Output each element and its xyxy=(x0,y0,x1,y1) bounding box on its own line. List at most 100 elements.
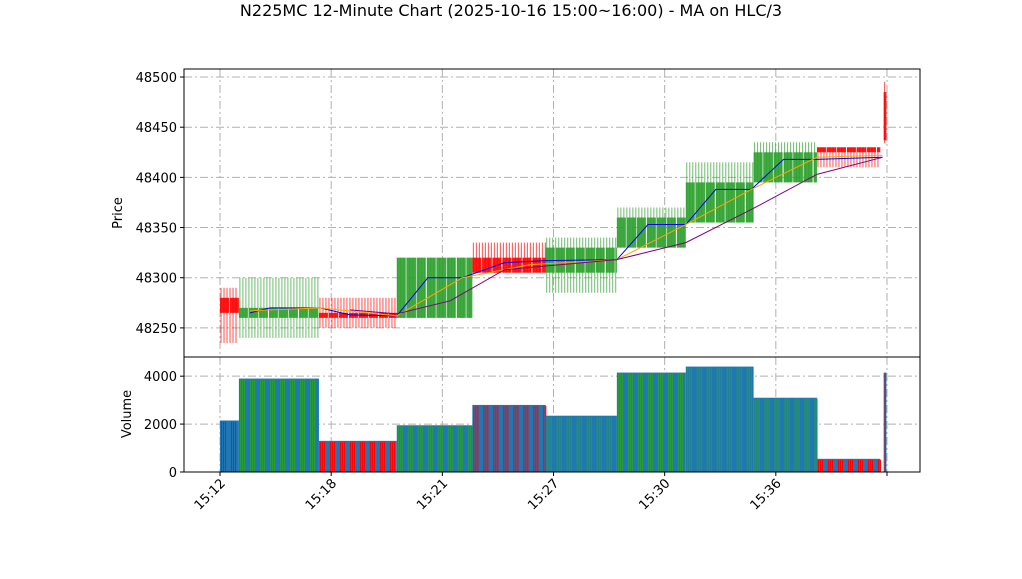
candle-body xyxy=(299,308,308,318)
volume-stripe xyxy=(264,380,265,472)
volume-stripe xyxy=(737,368,738,472)
volume-stripe xyxy=(838,460,839,472)
volume-axis-label: Volume xyxy=(120,390,135,438)
volume-stripe xyxy=(557,417,558,472)
candle-body xyxy=(827,147,836,152)
volume-stripe xyxy=(380,442,381,472)
volume-stripe xyxy=(721,368,722,472)
volume-stripe xyxy=(739,368,740,472)
volume-stripe xyxy=(392,442,393,472)
volume-stripe xyxy=(354,442,355,472)
volume-stripe xyxy=(709,368,710,472)
volume-stripe xyxy=(670,374,671,472)
volume-stripe xyxy=(601,417,602,472)
volume-stripe xyxy=(537,406,538,472)
candle-body xyxy=(877,147,880,152)
volume-stripe xyxy=(525,406,526,472)
volume-stripe xyxy=(290,380,291,472)
volume-stripe xyxy=(260,380,261,472)
volume-stripe xyxy=(384,442,385,472)
x-tick-label: 15:36 xyxy=(748,476,785,513)
volume-stripe xyxy=(751,368,752,472)
volume-stripe xyxy=(252,380,253,472)
volume-stripe xyxy=(620,374,621,472)
volume-stripe xyxy=(749,368,750,472)
volume-stripe xyxy=(310,380,311,472)
volume-stripe xyxy=(221,421,222,472)
volume-stripe xyxy=(284,380,285,472)
candle-body xyxy=(230,298,239,313)
volume-stripe xyxy=(420,426,421,472)
volume-stripe xyxy=(640,374,641,472)
candle-body xyxy=(817,147,826,152)
volume-stripe xyxy=(872,460,873,472)
candle-body xyxy=(647,218,656,248)
volume-stripe xyxy=(597,417,598,472)
volume-stripe xyxy=(470,426,471,472)
volume-stripe xyxy=(342,442,343,472)
volume-stripe xyxy=(668,374,669,472)
volume-stripe xyxy=(697,368,698,472)
volume-bar xyxy=(472,405,546,472)
volume-stripe xyxy=(448,426,449,472)
volume-bar xyxy=(397,425,473,472)
volume-stripe xyxy=(628,374,629,472)
volume-stripe xyxy=(852,460,853,472)
volume-stripe xyxy=(828,460,829,472)
volume-stripe xyxy=(503,406,504,472)
volume-stripe xyxy=(701,368,702,472)
volume-stripe xyxy=(350,442,351,472)
volume-stripe xyxy=(689,368,690,472)
volume-stripe xyxy=(462,426,463,472)
candle-body xyxy=(754,152,763,182)
volume-stripe xyxy=(272,380,273,472)
volume-stripe xyxy=(270,380,271,472)
volume-bar xyxy=(546,416,618,472)
volume-stripe xyxy=(805,399,806,472)
volume-stripe xyxy=(535,406,536,472)
volume-stripe xyxy=(638,374,639,472)
volume-stripe xyxy=(493,406,494,472)
candle-body xyxy=(512,258,521,273)
volume-stripe xyxy=(678,374,679,472)
volume-stripe xyxy=(757,399,758,472)
volume-stripe xyxy=(767,399,768,472)
price-axis-label: Price xyxy=(111,197,126,229)
price-tick-label: 48450 xyxy=(136,121,177,136)
volume-stripe xyxy=(878,460,879,472)
volume-bar-base xyxy=(617,373,686,472)
volume-stripe xyxy=(820,460,821,472)
volume-stripe xyxy=(362,442,363,472)
volume-stripe xyxy=(682,374,683,472)
volume-stripe xyxy=(607,417,608,472)
candle-body xyxy=(329,313,338,318)
candle-body xyxy=(220,298,229,313)
volume-stripe xyxy=(569,417,570,472)
candle-down xyxy=(884,82,887,143)
price-tick-label: 48250 xyxy=(136,322,177,337)
volume-stripe xyxy=(862,460,863,472)
volume-stripe xyxy=(642,374,643,472)
candle-body xyxy=(309,308,318,318)
volume-bar xyxy=(686,367,754,472)
volume-stripe xyxy=(364,442,365,472)
volume-stripe xyxy=(599,417,600,472)
volume-stripe xyxy=(412,426,413,472)
volume-stripe xyxy=(495,406,496,472)
candle-body xyxy=(239,308,248,318)
volume-bar-base xyxy=(239,379,319,472)
candle-body xyxy=(706,182,715,222)
volume-stripe xyxy=(475,406,476,472)
volume-stripe xyxy=(632,374,633,472)
volume-stripe xyxy=(858,460,859,472)
volume-stripe xyxy=(765,399,766,472)
volume-stripe xyxy=(250,380,251,472)
candle-body xyxy=(837,147,846,152)
volume-stripe xyxy=(691,368,692,472)
volume-stripe xyxy=(280,380,281,472)
volume-stripe xyxy=(549,417,550,472)
volume-stripe xyxy=(779,399,780,472)
volume-stripe xyxy=(547,417,548,472)
volume-stripe xyxy=(468,426,469,472)
